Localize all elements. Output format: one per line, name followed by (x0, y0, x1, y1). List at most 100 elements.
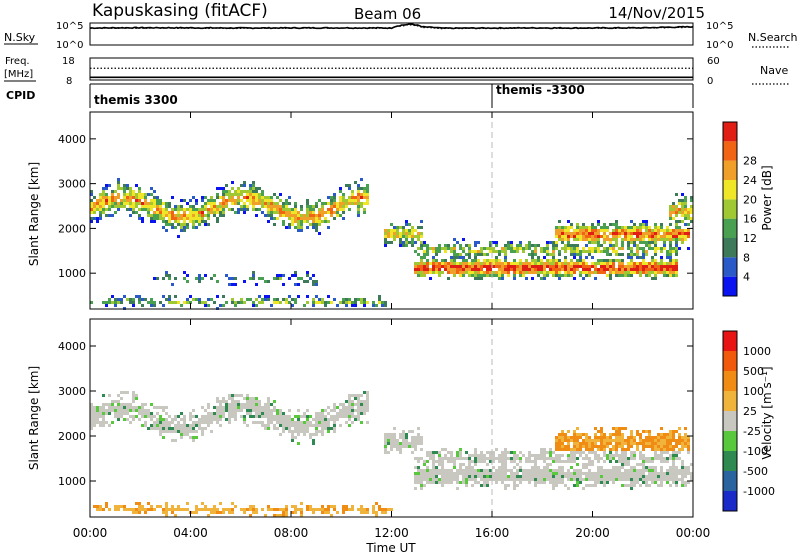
heatmap-cell (105, 199, 108, 202)
heatmap-cell (222, 193, 225, 196)
heatmap-cell (105, 403, 108, 406)
heatmap-cell (567, 226, 570, 229)
heatmap-cell (105, 193, 108, 196)
heatmap-cell (567, 454, 570, 457)
heatmap-cell (195, 202, 198, 205)
heatmap-cell (264, 409, 267, 412)
heatmap-cell (162, 418, 165, 421)
heatmap-cell (561, 262, 564, 265)
heatmap-cell (636, 475, 639, 478)
heatmap-cell (504, 478, 507, 481)
heatmap-cell (153, 304, 156, 307)
heatmap-cell (567, 235, 570, 238)
heatmap-cell (267, 280, 270, 283)
heatmap-cell (150, 199, 153, 202)
heatmap-cell (588, 265, 591, 268)
heatmap-cell (636, 481, 639, 484)
heatmap-cell (642, 478, 645, 481)
heatmap-cell (105, 202, 108, 205)
heatmap-cell (465, 244, 468, 247)
heatmap-cell (93, 421, 96, 424)
heatmap-cell (264, 280, 267, 283)
heatmap-cell (159, 505, 162, 508)
heatmap-cell (570, 271, 573, 274)
heatmap-cell (402, 445, 405, 448)
heatmap-cell (420, 247, 423, 250)
heatmap-cell (204, 214, 207, 217)
heatmap-cell (126, 418, 129, 421)
heatmap-cell (342, 208, 345, 211)
heatmap-cell (363, 298, 366, 301)
heatmap-cell (576, 442, 579, 445)
heatmap-cell (627, 472, 630, 475)
heatmap-cell (129, 214, 132, 217)
heatmap-cell (213, 211, 216, 214)
heatmap-cell (525, 277, 528, 280)
heatmap-cell (132, 511, 135, 514)
heatmap-cell (300, 205, 303, 208)
heatmap-cell (216, 280, 219, 283)
heatmap-cell (597, 250, 600, 253)
heatmap-cell (684, 427, 687, 430)
heatmap-cell (291, 436, 294, 439)
heatmap-cell (558, 262, 561, 265)
heatmap-cell (186, 208, 189, 211)
heatmap-cell (447, 457, 450, 460)
heatmap-cell (600, 244, 603, 247)
heatmap-cell (552, 475, 555, 478)
heatmap-cell (174, 430, 177, 433)
heatmap-cell (576, 235, 579, 238)
heatmap-cell (534, 247, 537, 250)
heatmap-cell (192, 211, 195, 214)
heatmap-cell (483, 469, 486, 472)
heatmap-cell (513, 481, 516, 484)
heatmap-cell (603, 442, 606, 445)
heatmap-cell (630, 247, 633, 250)
heatmap-cell (639, 241, 642, 244)
heatmap-cell (414, 478, 417, 481)
heatmap-cell (681, 469, 684, 472)
heatmap-cell (642, 466, 645, 469)
heatmap-cell (585, 226, 588, 229)
heatmap-cell (576, 253, 579, 256)
heatmap-cell (552, 472, 555, 475)
heatmap-cell (636, 253, 639, 256)
heatmap-cell (174, 301, 177, 304)
heatmap-cell (675, 241, 678, 244)
heatmap-cell (675, 214, 678, 217)
heatmap-cell (645, 235, 648, 238)
heatmap-cell (339, 301, 342, 304)
heatmap-cell (648, 274, 651, 277)
heatmap-cell (549, 457, 552, 460)
heatmap-cell (615, 223, 618, 226)
heatmap-cell (429, 262, 432, 265)
heatmap-cell (99, 217, 102, 220)
heatmap-cell (132, 190, 135, 193)
heatmap-cell (342, 505, 345, 508)
heatmap-cell (567, 430, 570, 433)
heatmap-cell (489, 454, 492, 457)
heatmap-cell (519, 460, 522, 463)
heatmap-cell (612, 232, 615, 235)
heatmap-cell (486, 469, 489, 472)
heatmap-cell (651, 247, 654, 250)
heatmap-cell (120, 403, 123, 406)
heatmap-cell (240, 199, 243, 202)
heatmap-cell (534, 253, 537, 256)
heatmap-cell (681, 229, 684, 232)
heatmap-cell (582, 463, 585, 466)
heatmap-cell (504, 256, 507, 259)
heatmap-cell (642, 430, 645, 433)
heatmap-cell (300, 277, 303, 280)
heatmap-cell (669, 442, 672, 445)
heatmap-cell (219, 400, 222, 403)
heatmap-cell (630, 439, 633, 442)
heatmap-cell (120, 187, 123, 190)
heatmap-cell (225, 403, 228, 406)
heatmap-cell (582, 235, 585, 238)
heatmap-cell (180, 214, 183, 217)
heatmap-cell (348, 400, 351, 403)
heatmap-cell (510, 247, 513, 250)
heatmap-cell (555, 226, 558, 229)
heatmap-cell (279, 274, 282, 277)
